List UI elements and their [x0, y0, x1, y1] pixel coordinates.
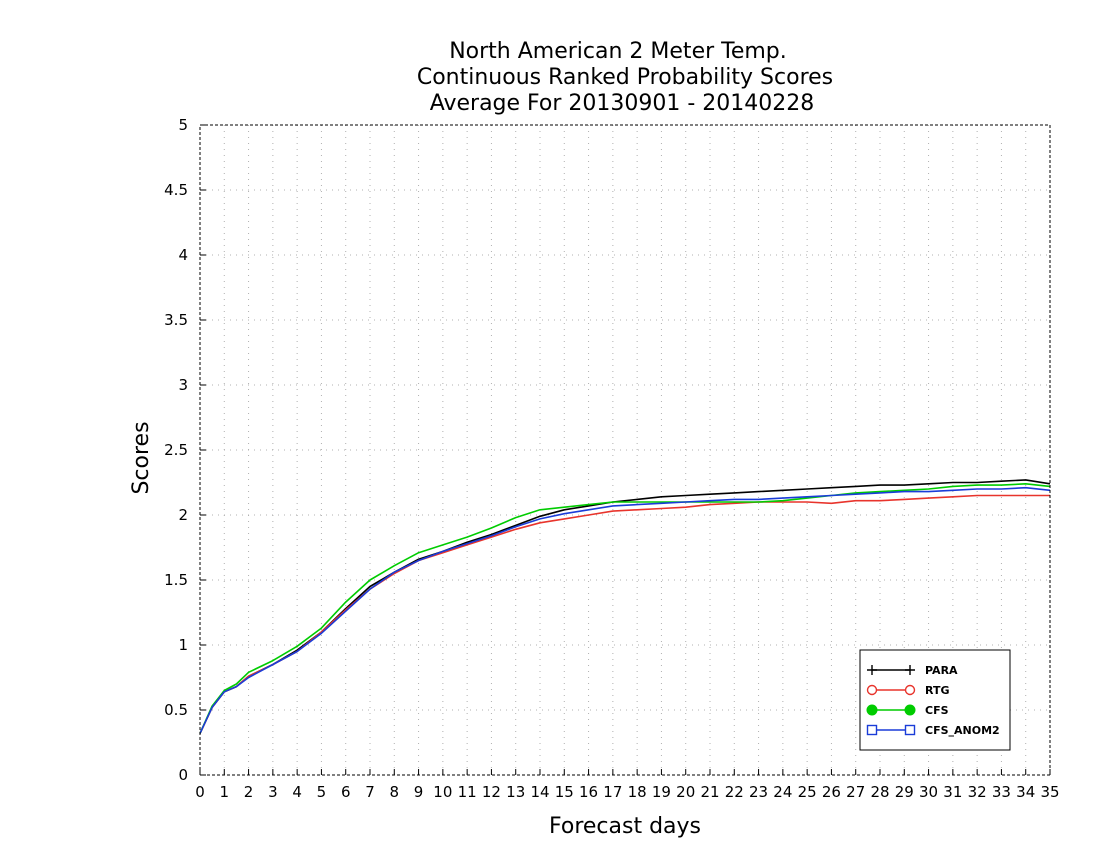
legend-marker-plus: [905, 665, 915, 675]
x-tick-label: 23: [749, 783, 768, 801]
x-axis-label: Forecast days: [549, 814, 701, 839]
series-line-cfs: [199, 482, 1051, 734]
x-tick-label: 1: [220, 783, 230, 801]
legend-label: CFS: [925, 704, 949, 717]
y-tick-label: 4.5: [164, 181, 188, 199]
x-tick-label: 5: [317, 783, 327, 801]
x-tick-label: 30: [919, 783, 938, 801]
x-tick-label: 17: [603, 783, 622, 801]
axis-ticks: 0 1 2 3 4 5 6 7 8 9 10 11 12 13 14 15 16 17 18 19 20 21 22 23 24…: [164, 116, 1059, 801]
x-tick-label: 4: [292, 783, 302, 801]
x-tick-label: 20: [676, 783, 695, 801]
x-tick-label: 14: [530, 783, 549, 801]
title-line-3: Average For 20130901 - 20140228: [430, 91, 815, 116]
legend-marker-dot: [904, 704, 916, 716]
x-tick-label: 34: [1016, 783, 1035, 801]
legend-label: CFS_ANOM2: [925, 724, 1000, 737]
x-tick-label: 32: [968, 783, 987, 801]
legend-marker-circle: [866, 684, 878, 696]
y-tick-label: 2: [178, 506, 188, 524]
legend-marker-square: [904, 724, 916, 736]
legend-box: [859, 649, 1011, 751]
x-tick-label: 28: [870, 783, 889, 801]
legend-marker-plus: [867, 665, 877, 675]
x-tick-label: 26: [822, 783, 841, 801]
y-tick-label: 3.5: [164, 311, 188, 329]
legend-marker-square: [866, 724, 878, 736]
x-tick-label: 16: [579, 783, 598, 801]
x-tick-label: 10: [433, 783, 452, 801]
x-tick-label: 0: [195, 783, 205, 801]
y-tick-label: 3: [178, 376, 188, 394]
legend-label: RTG: [925, 684, 950, 697]
x-tick-label: 13: [506, 783, 525, 801]
y-tick-label: 4: [178, 246, 188, 264]
x-tick-label: 3: [268, 783, 278, 801]
x-tick-label: 27: [846, 783, 865, 801]
series-line-cfs-anom2: [199, 486, 1051, 734]
legend-item-rtg: RTG: [866, 684, 950, 697]
x-tick-label: 33: [992, 783, 1011, 801]
x-tick-label: 21: [700, 783, 719, 801]
y-tick-label: 1.5: [164, 571, 188, 589]
legend-marker-dot: [866, 704, 878, 716]
y-tick-label: 0.5: [164, 701, 188, 719]
x-tick-label: 18: [628, 783, 647, 801]
x-tick-label: 8: [390, 783, 400, 801]
x-tick-label: 24: [773, 783, 792, 801]
x-tick-label: 25: [798, 783, 817, 801]
legend: PARA RTG CFS CFS_ANOM2: [859, 649, 1011, 751]
x-tick-label: 12: [482, 783, 501, 801]
legend-marker-circle: [904, 684, 916, 696]
legend-item-para: PARA: [867, 664, 958, 677]
legend-item-cfs: CFS: [866, 704, 949, 717]
legend-label: PARA: [925, 664, 958, 677]
x-tick-label: 2: [244, 783, 254, 801]
y-tick-label: 1: [178, 636, 188, 654]
y-tick-label: 0: [178, 766, 188, 784]
x-tick-label: 29: [895, 783, 914, 801]
y-tick-label: 2.5: [164, 441, 188, 459]
chart-title: North American 2 Meter Temp. Continuous …: [417, 39, 833, 116]
x-tick-label: 15: [555, 783, 574, 801]
y-tick-label: 5: [178, 116, 188, 134]
legend-item-cfs-anom2: CFS_ANOM2: [866, 724, 1000, 737]
x-tick-label: 7: [365, 783, 375, 801]
series-lines: [199, 479, 1051, 734]
y-axis-label: Scores: [129, 421, 154, 494]
x-tick-label: 31: [943, 783, 962, 801]
x-tick-label: 22: [725, 783, 744, 801]
x-tick-label: 9: [414, 783, 424, 801]
x-tick-label: 19: [652, 783, 671, 801]
x-tick-label: 6: [341, 783, 351, 801]
x-tick-label: 11: [458, 783, 477, 801]
x-tick-label: 35: [1040, 783, 1059, 801]
title-line-1: North American 2 Meter Temp.: [449, 39, 787, 64]
title-line-2: Continuous Ranked Probability Scores: [417, 65, 833, 90]
